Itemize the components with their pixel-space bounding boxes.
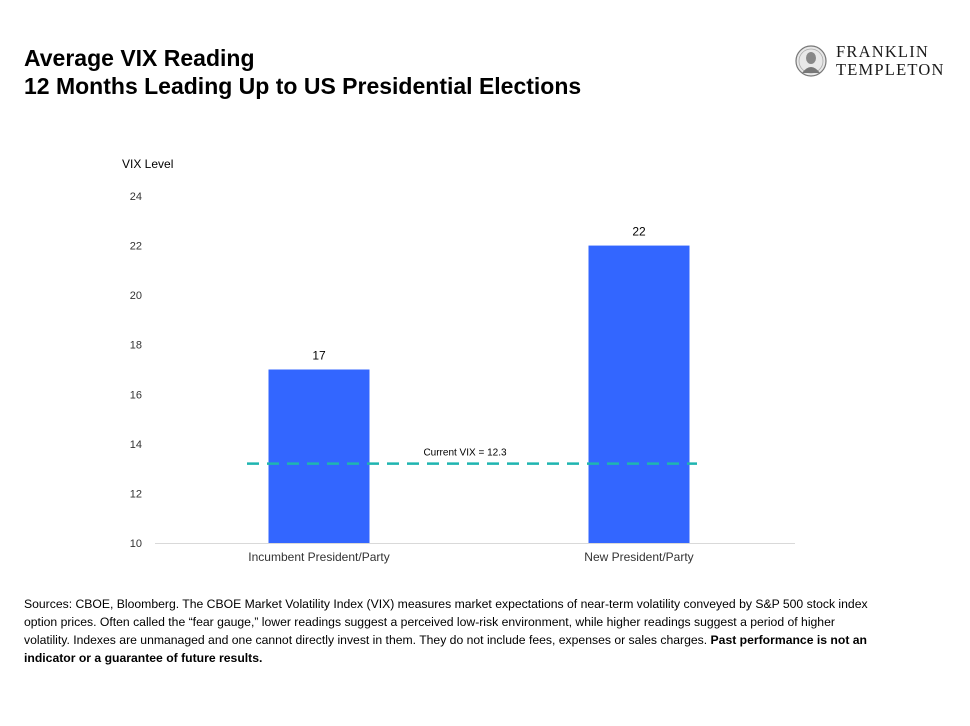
bar [588,245,690,544]
y-tick-label: 20 [130,290,142,302]
footnote: Sources: CBOE, Bloomberg. The CBOE Marke… [24,595,874,667]
chart-title: Average VIX Reading 12 Months Leading Up… [24,44,581,100]
logo-wordmark-line-1: FRANKLIN [836,42,930,61]
y-tick-label: 18 [130,340,142,352]
y-tick-label: 22 [130,241,142,253]
y-tick-label: 16 [130,389,142,401]
y-tick-label: 24 [130,191,142,203]
y-axis-label: VIX Level [122,157,173,171]
bar-value-label: 22 [632,225,646,239]
y-tick-label: 12 [130,488,142,500]
y-tick-label: 10 [130,538,142,550]
y-tick-label: 14 [130,439,142,451]
footnote-text: Sources: CBOE, Bloomberg. The CBOE Marke… [24,597,868,647]
y-axis-ticks: 10 12 14 16 18 20 22 24 [130,191,142,550]
chart-subtitle: 12 Months Leading Up to US Presidential … [24,73,582,99]
footnote-disclaimer: Past performance is not an indicator or … [24,633,867,665]
logo-wordmark-line-2: TEMPLETON [836,60,945,79]
logo-wordmark: FRANKLIN TEMPLETON [836,43,945,79]
chart-title-line-1: Average VIX Reading [24,45,255,71]
x-tick-label: Incumbent President/Party [248,550,389,564]
bar-value-label: 17 [312,349,326,363]
x-axis-labels: Incumbent President/Party New President/P… [248,550,693,564]
franklin-templeton-logo: FRANKLIN TEMPLETON [794,42,954,82]
franklin-portrait-seal-icon [795,45,827,77]
x-tick-label: New President/Party [584,550,693,564]
bar [268,369,370,543]
current-vix-label: Current VIX = 12.3 [423,448,507,459]
